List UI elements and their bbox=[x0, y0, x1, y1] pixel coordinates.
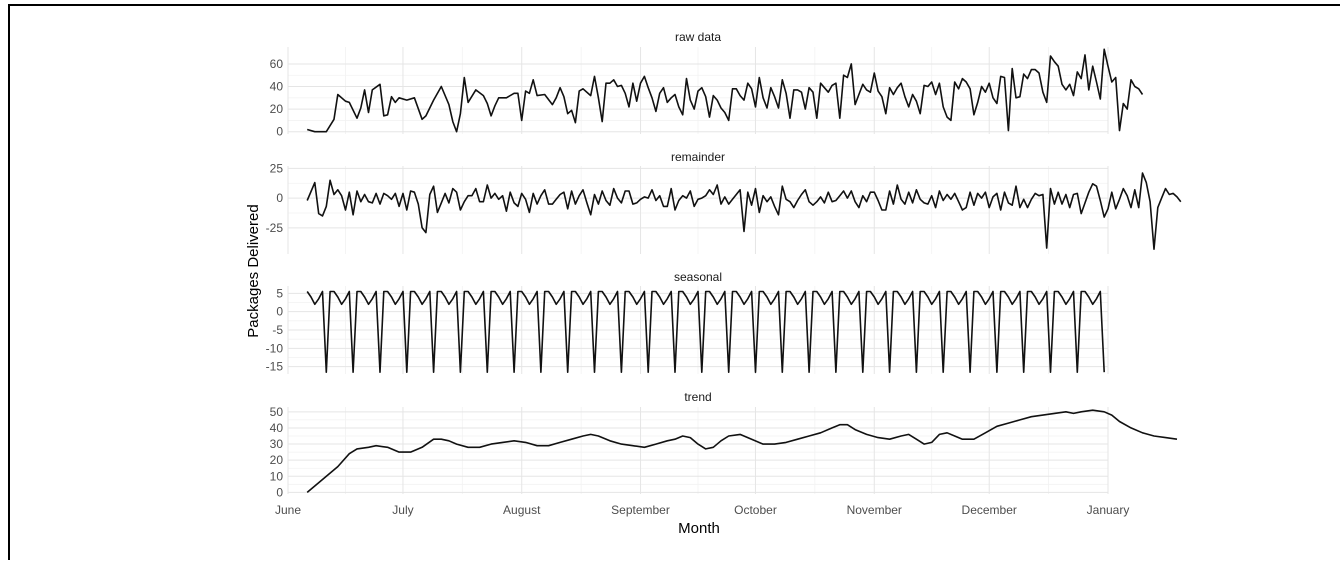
y-tick-label: 25 bbox=[270, 161, 284, 175]
y-tick-label: 0 bbox=[276, 485, 283, 499]
panel-title: raw data bbox=[675, 30, 721, 44]
y-tick-label: 50 bbox=[270, 405, 284, 419]
x-tick-label: October bbox=[734, 503, 777, 517]
panel-title: seasonal bbox=[674, 270, 722, 284]
y-tick-label: -10 bbox=[266, 341, 284, 355]
panel-raw-data: 0 20 40 60 raw data bbox=[270, 30, 1144, 139]
y-tick-label: 10 bbox=[270, 469, 284, 483]
y-tick-label: 0 bbox=[276, 191, 283, 205]
y-axis-title: Packages Delivered bbox=[245, 204, 262, 337]
series-line-remainder bbox=[306, 172, 1182, 250]
series-line-trend bbox=[306, 409, 1178, 494]
x-axis-title: Month bbox=[678, 520, 720, 537]
series-line-raw-data bbox=[306, 48, 1144, 133]
y-tick-label: 0 bbox=[276, 305, 283, 319]
x-tick-label: June bbox=[275, 503, 301, 517]
x-axis: June July August September October November De… bbox=[275, 503, 1129, 517]
x-tick-label: September bbox=[611, 503, 670, 517]
panel-title: remainder bbox=[671, 150, 725, 164]
y-tick-label: 30 bbox=[270, 437, 284, 451]
panels-group: 0 20 40 60 raw data -25 0 25 remainder -15 -10 -5 0 5… bbox=[266, 30, 1182, 499]
x-tick-label: August bbox=[503, 503, 541, 517]
y-tick-label: 40 bbox=[270, 80, 284, 94]
y-tick-label: -5 bbox=[272, 323, 283, 337]
panel-title: trend bbox=[684, 390, 711, 404]
x-tick-label: July bbox=[392, 503, 413, 517]
panel-trend: 0 10 20 30 40 50 trend bbox=[270, 390, 1178, 499]
y-tick-label: 20 bbox=[270, 102, 284, 116]
y-tick-label: 40 bbox=[270, 421, 284, 435]
x-tick-label: November bbox=[847, 503, 902, 517]
y-tick-label: 20 bbox=[270, 453, 284, 467]
panel-remainder: -25 0 25 remainder bbox=[266, 150, 1182, 254]
series-line-seasonal bbox=[306, 290, 1105, 373]
x-tick-label: December bbox=[962, 503, 1017, 517]
y-tick-label: 0 bbox=[276, 125, 283, 139]
panel-seasonal: -15 -10 -5 0 5 seasonal bbox=[266, 270, 1109, 374]
y-tick-label: -15 bbox=[266, 360, 284, 374]
figure-frame bbox=[8, 4, 1340, 560]
x-tick-label: January bbox=[1087, 503, 1130, 517]
y-tick-label: -25 bbox=[266, 221, 284, 235]
y-tick-label: 60 bbox=[270, 57, 284, 71]
y-tick-label: 5 bbox=[276, 286, 283, 300]
